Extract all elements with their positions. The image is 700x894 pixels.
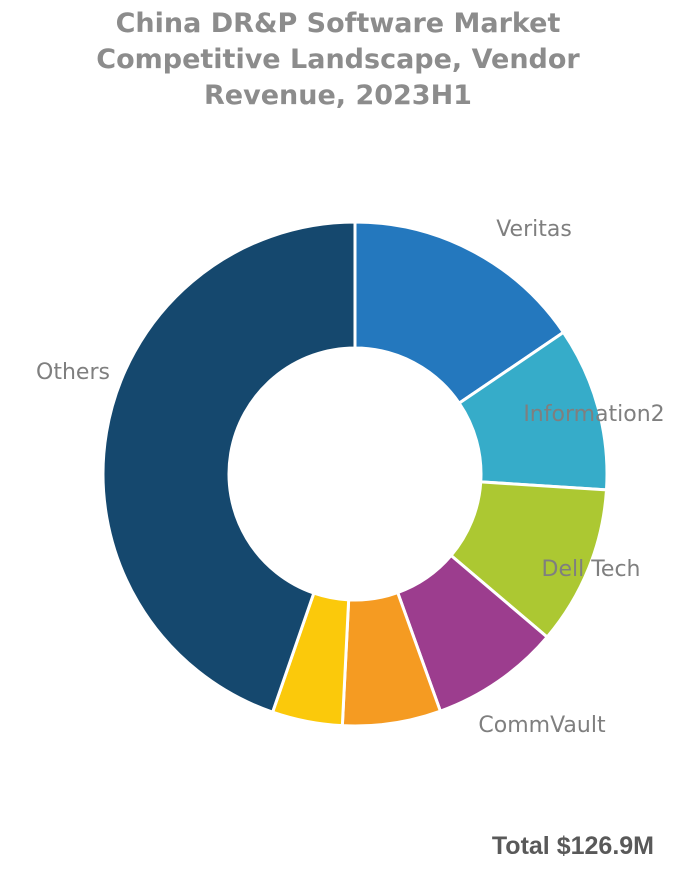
donut-labels: Veritas Information2 Dell Tech CommVault Oth… [36, 217, 665, 738]
slice-label-others: Others [36, 360, 110, 385]
chart-title-line-2: Competitive Landscape, Vendor [96, 44, 580, 75]
slice-label-information2: Information2 [523, 402, 664, 427]
chart-title-line-1: China DR&P Software Market [115, 8, 561, 39]
donut-slice-veritas [353, 220, 565, 405]
chart-title: China DR&P Software Market Competitive L… [0, 6, 676, 114]
slice-label-commvault: CommVault [478, 713, 606, 738]
donut-slices [101, 220, 609, 728]
slice-label-dell-tech: Dell Tech [542, 557, 641, 582]
total-revenue-label: Total $126.9M [491, 832, 654, 860]
chart-title-line-3: Revenue, 2023H1 [204, 80, 472, 111]
slice-label-veritas: Veritas [496, 217, 572, 242]
donut-slice-others [101, 220, 357, 714]
